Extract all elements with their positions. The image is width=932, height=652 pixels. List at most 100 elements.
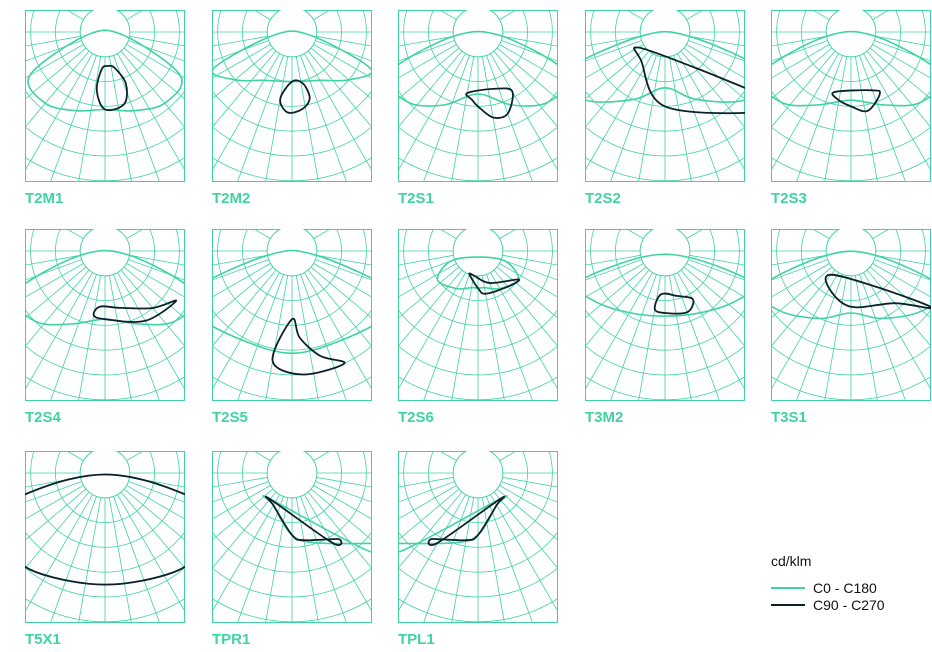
legend-item-c90: C90 - C270 — [771, 596, 931, 613]
ring-circle — [30, 229, 180, 326]
ring-circle — [585, 345, 745, 376]
spoke-line — [126, 44, 185, 79]
polar-plot-t2s1 — [398, 10, 558, 182]
polar-grid — [585, 229, 745, 401]
curve-c90-c270 — [95, 64, 128, 112]
spoke-line — [499, 485, 558, 520]
spoke-line — [585, 44, 644, 79]
ring-circle — [242, 229, 342, 301]
curve-c0-c180 — [212, 249, 372, 355]
spoke-line — [120, 269, 185, 347]
polar-plot-t2s6 — [398, 229, 558, 401]
polar-chart-t2s6: T2S6 — [398, 229, 558, 426]
chart-code-label: T2S4 — [25, 409, 61, 426]
spoke-line — [49, 55, 97, 182]
ring-circle — [771, 345, 931, 376]
ring-circle — [398, 89, 558, 132]
polar-plot-tpr1 — [212, 451, 372, 623]
spoke-line — [668, 275, 692, 401]
spoke-line — [310, 488, 372, 541]
spoke-line — [212, 53, 280, 172]
spoke-line — [451, 497, 475, 623]
spoke-line — [129, 254, 185, 266]
chart-code-label: TPR1 — [212, 631, 251, 648]
polar-plot-t2m1 — [25, 10, 185, 182]
spoke-line — [866, 50, 931, 128]
spoke-line — [680, 269, 745, 347]
spoke-line — [25, 47, 87, 100]
spoke-line — [688, 259, 745, 281]
ring-circle — [776, 229, 926, 326]
spoke-line — [108, 275, 132, 401]
spoke-line — [638, 275, 662, 401]
spoke-line — [398, 50, 463, 128]
polar-grid — [398, 229, 558, 401]
spoke-line — [609, 274, 657, 401]
chart-code-label: T2S1 — [398, 190, 434, 207]
spoke-line — [212, 269, 277, 347]
spoke-line — [25, 488, 87, 541]
polar-plot-t2s2 — [585, 10, 745, 182]
spoke-line — [265, 275, 289, 401]
spoke-line — [117, 53, 185, 172]
spoke-line — [212, 272, 280, 391]
centre-hub — [79, 10, 131, 58]
ring-circle — [25, 597, 185, 623]
spoke-line — [212, 263, 271, 298]
polar-grid — [398, 10, 558, 182]
spoke-line — [481, 275, 505, 401]
ring-circle — [212, 375, 372, 401]
polar-chart-t3m2: T3M2 — [585, 229, 745, 426]
spoke-line — [585, 263, 644, 298]
ring-circle — [398, 597, 558, 623]
spoke-line — [502, 35, 558, 47]
legend-label-c0: C0 - C180 — [813, 579, 877, 596]
centre-hub — [452, 10, 504, 58]
spoke-line — [496, 47, 558, 100]
ring-circle — [212, 530, 372, 573]
ring-circle — [771, 156, 931, 182]
ring-circle — [585, 89, 745, 132]
spoke-line — [686, 44, 745, 79]
spoke-line — [451, 275, 475, 401]
spoke-line — [686, 263, 745, 298]
spoke-line — [313, 263, 372, 298]
ring-circle — [771, 89, 931, 132]
spoke-line — [585, 35, 641, 47]
polar-chart-t2m2: T2M2 — [212, 10, 372, 207]
spoke-line — [677, 53, 745, 172]
polar-grid — [771, 10, 931, 182]
spoke-line — [212, 494, 280, 613]
spoke-line — [313, 44, 372, 79]
spoke-line — [502, 476, 558, 488]
spoke-line — [869, 266, 931, 319]
spoke-line — [585, 40, 642, 62]
spoke-line — [486, 274, 534, 401]
spoke-line — [212, 476, 268, 488]
spoke-line — [117, 272, 185, 391]
ring-circle — [585, 308, 745, 351]
ring-circle — [25, 156, 185, 182]
spoke-line — [126, 485, 185, 520]
spoke-line — [212, 44, 271, 79]
spoke-line — [609, 55, 657, 182]
ring-circle — [25, 375, 185, 401]
ring-circle — [771, 308, 931, 351]
spoke-line — [78, 497, 102, 623]
spoke-line — [673, 55, 721, 182]
spoke-line — [212, 47, 274, 100]
spoke-line — [315, 259, 372, 281]
polar-chart-t2s3: T2S3 — [771, 10, 931, 207]
spoke-line — [863, 272, 931, 391]
spoke-line — [236, 55, 284, 182]
curve-c90-c270 — [427, 495, 506, 546]
chart-code-label: TPL1 — [398, 631, 435, 648]
spoke-line — [398, 259, 455, 281]
spoke-line — [771, 35, 827, 47]
spoke-line — [212, 485, 271, 520]
spoke-line — [295, 497, 319, 623]
ring-circle — [428, 451, 528, 523]
spoke-line — [212, 259, 269, 281]
spoke-line — [300, 274, 348, 401]
spoke-line — [25, 35, 81, 47]
